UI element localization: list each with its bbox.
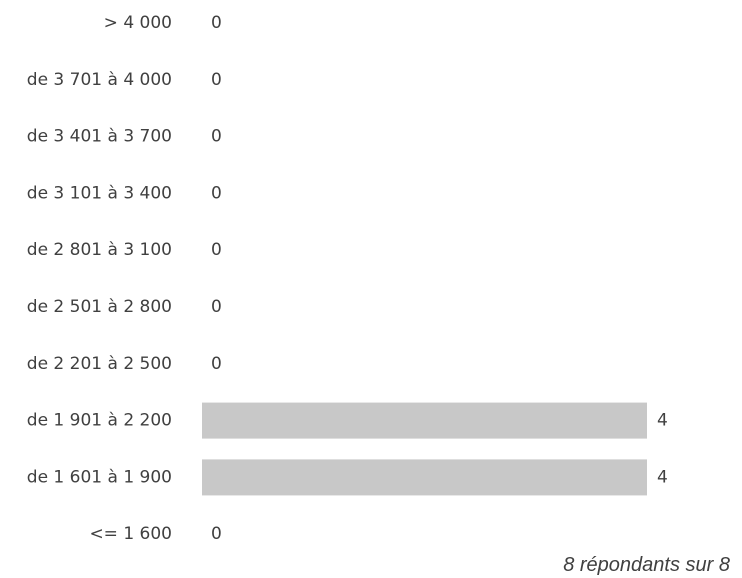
category-label: de 3 401 à 3 700: [27, 127, 172, 147]
respondents-footnote: 8 répondants sur 8: [563, 554, 730, 576]
category-label: de 1 601 à 1 900: [27, 467, 172, 487]
data-label: 0: [211, 240, 222, 260]
data-label: 0: [211, 524, 222, 544]
category-label: de 3 701 à 4 000: [27, 70, 172, 90]
data-label: 0: [211, 354, 222, 374]
data-label: 4: [657, 411, 668, 431]
category-label: de 2 501 à 2 800: [27, 297, 172, 317]
data-label: 0: [211, 183, 222, 203]
data-label: 0: [211, 13, 222, 33]
category-label: <= 1 600: [89, 524, 172, 544]
bar: [202, 459, 647, 496]
data-label: 4: [657, 467, 668, 487]
data-label: 0: [211, 297, 222, 317]
category-label: de 3 101 à 3 400: [27, 183, 172, 203]
category-label: de 2 801 à 3 100: [27, 240, 172, 260]
category-label: > 4 000: [104, 13, 172, 33]
category-label: de 1 901 à 2 200: [27, 411, 172, 431]
data-label: 0: [211, 127, 222, 147]
category-label: de 2 201 à 2 500: [27, 354, 172, 374]
bar: [202, 402, 647, 439]
data-label: 0: [211, 70, 222, 90]
